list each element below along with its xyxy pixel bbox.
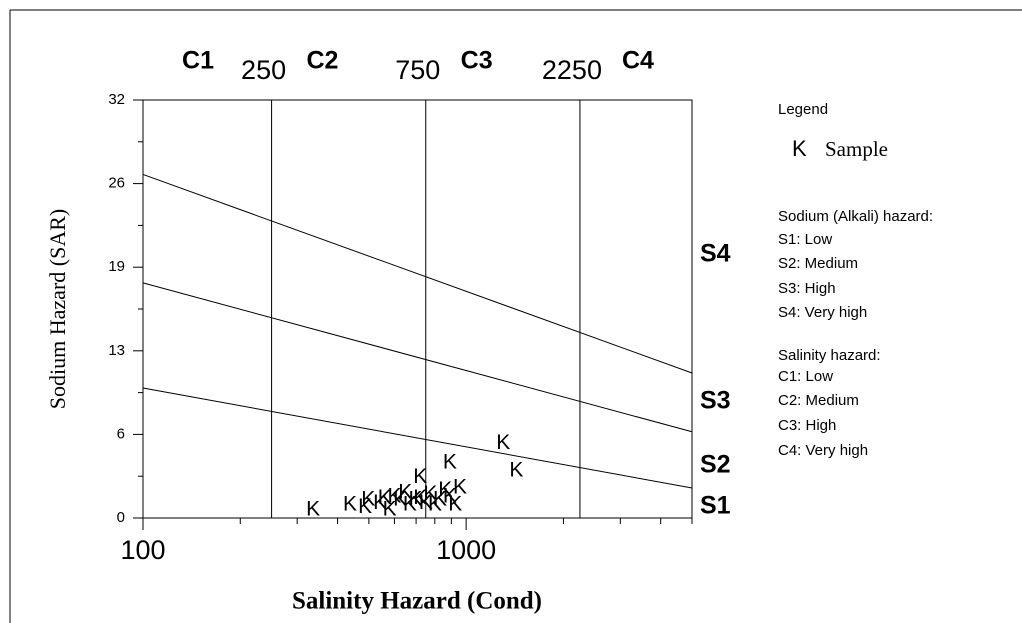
salinity-bound-label: 750: [395, 55, 440, 85]
legend-note: Salinity hazard:: [778, 347, 881, 364]
sodium-class: S1: [700, 492, 731, 520]
sample-marker: K: [398, 481, 412, 504]
sodium-class: S4: [700, 240, 731, 268]
y-tick-label: 6: [117, 425, 125, 442]
plot-area: [142, 99, 693, 519]
sample-marker: K: [361, 487, 375, 510]
sample-marker: K: [373, 491, 387, 514]
sample-marker: K: [403, 492, 417, 515]
y-tick-label: 13: [108, 342, 125, 359]
sample-marker: K: [453, 476, 467, 499]
sodium-boundary: [142, 173, 693, 374]
sample-marker: K: [306, 498, 320, 521]
sample-marker: K: [413, 465, 427, 488]
sample-marker: K: [509, 459, 523, 482]
salinity-class: C4: [622, 47, 654, 75]
salinity-bound-label: 250: [241, 55, 286, 85]
sample-marker: K: [443, 485, 457, 508]
y-tick-label: 32: [108, 91, 125, 108]
legend-note: S3: High: [778, 280, 836, 297]
legend-note: C1: Low: [778, 368, 833, 385]
sample-marker: K: [443, 451, 457, 474]
sodium-class: S2: [700, 451, 731, 479]
sample-marker: K: [343, 492, 357, 515]
sodium-boundary: [142, 387, 693, 489]
legend-label: Sample: [825, 137, 888, 161]
sample-marker: K: [419, 491, 433, 514]
x-axis-label: Salinity Hazard (Cond): [292, 588, 542, 615]
y-tick-label: 0: [117, 509, 125, 526]
sample-marker: K: [387, 485, 401, 508]
salinity-class: C2: [306, 47, 338, 75]
sample-marker: K: [433, 487, 447, 510]
sample-marker: K: [393, 487, 407, 510]
sample-marker: K: [496, 431, 510, 454]
sodium-class: S3: [700, 387, 731, 415]
legend-note: S1: Low: [778, 231, 832, 248]
sample-marker: K: [448, 492, 462, 515]
legend-note: S4: Very high: [778, 304, 867, 321]
sample-marker: K: [358, 495, 372, 518]
x-tick-label: 1000: [436, 535, 496, 565]
y-axis-label: Sodium Hazard (SAR): [45, 209, 70, 409]
x-tick-label: 100: [120, 535, 165, 565]
sample-marker: K: [383, 498, 397, 521]
sample-marker: K: [413, 486, 427, 509]
sample-marker: K: [408, 487, 422, 510]
sample-marker: K: [438, 478, 452, 501]
sample-marker: K: [423, 482, 437, 505]
salinity-class: C3: [461, 47, 493, 75]
y-tick-label: 19: [108, 258, 125, 275]
sample-marker: K: [378, 486, 392, 509]
sodium-boundary: [142, 282, 693, 433]
legend-note: C4: Very high: [778, 442, 868, 459]
legend-note: C3: High: [778, 417, 836, 434]
legend-note: Sodium (Alkali) hazard:: [778, 208, 933, 225]
legend-note: S2: Medium: [778, 255, 858, 272]
legend-symbol: K: [792, 136, 807, 161]
legend-note: C2: Medium: [778, 392, 859, 409]
salinity-class: C1: [182, 47, 214, 75]
sample-marker: K: [428, 492, 442, 515]
legend-title: Legend: [778, 101, 828, 118]
salinity-bound-label: 2250: [542, 55, 602, 85]
y-tick-label: 26: [108, 175, 125, 192]
